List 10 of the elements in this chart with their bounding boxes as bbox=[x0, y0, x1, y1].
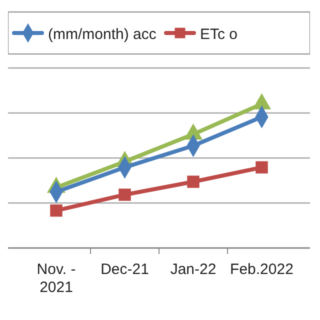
point bbox=[50, 204, 62, 217]
point bbox=[256, 161, 268, 174]
point bbox=[118, 188, 131, 201]
legend-label: ETc o bbox=[200, 26, 238, 43]
point bbox=[187, 176, 200, 188]
x-tick-label: Dec-21 bbox=[100, 261, 149, 278]
x-tick-label: Jan-22 bbox=[170, 261, 216, 278]
x-tick-label: Nov. - 2021 bbox=[36, 261, 76, 296]
x-tick-label: Feb.2022 bbox=[230, 261, 294, 278]
legend-label: (mm/month) acc bbox=[48, 26, 157, 43]
